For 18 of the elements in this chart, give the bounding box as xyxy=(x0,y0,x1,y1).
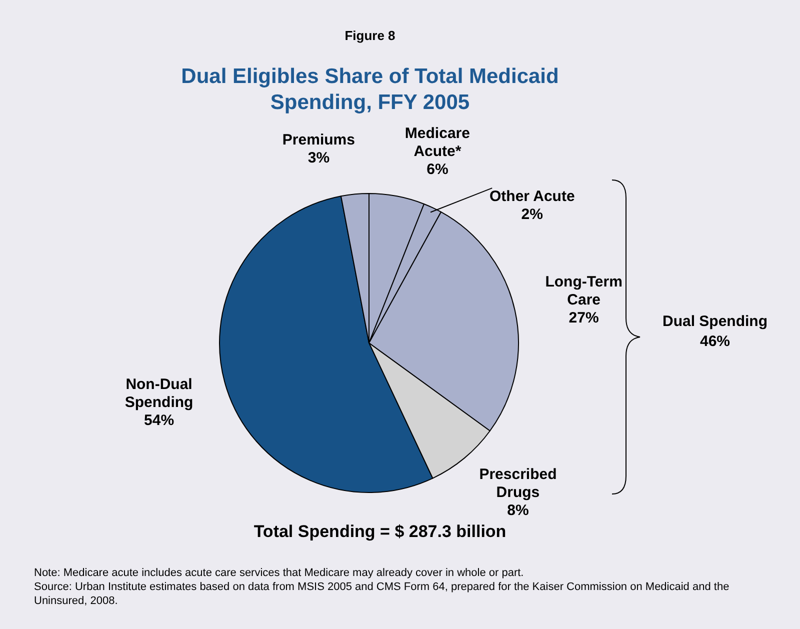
slice-label: Medicare Acute* xyxy=(404,125,470,160)
slice-label: Other Acute xyxy=(489,188,575,206)
data-label: 6% xyxy=(426,161,448,178)
data-label: 3% xyxy=(308,150,330,167)
text: Total Spending = $ 287.3 billion xyxy=(252,522,508,542)
caption: Figure 8 xyxy=(344,28,396,43)
data-label: 8% xyxy=(507,502,529,520)
chart-title: Dual Eligibles Share of Total Medicaid Spending, FFY 2005 xyxy=(180,64,560,116)
data-label: 54% xyxy=(144,412,174,430)
slice-label: Prescribed Drugs xyxy=(479,466,557,502)
data-label: 27% xyxy=(568,310,599,327)
data-label: 2% xyxy=(521,206,543,224)
text: Dual Spending 46% xyxy=(662,312,768,352)
slice-label: Non-Dual Spending xyxy=(124,376,194,412)
slice-label: Premiums xyxy=(282,132,355,149)
source-note: Source: Urban Institute estimates based on data from MSIS 2005 and CMS Form 64, prepared for the Kaiser Commission on Medicaid and the Uninsured, 2008. xyxy=(34,580,730,608)
slice-label: Long-Term Care xyxy=(545,274,622,309)
text: Note: Medicare acute includes acute care services that Medicare may already cover in whole or part. xyxy=(34,566,525,580)
